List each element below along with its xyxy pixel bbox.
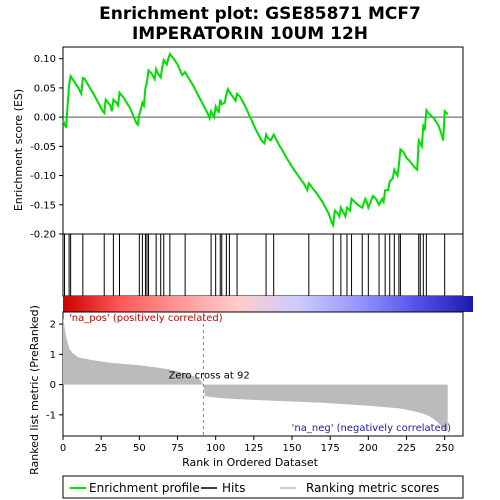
hit-markers xyxy=(64,234,446,296)
es-y-tick-label: -0.10 xyxy=(30,171,56,182)
x-tick-label: 125 xyxy=(244,443,263,454)
zero-cross-label: Zero cross at 92 xyxy=(168,371,249,382)
x-tick-label: 175 xyxy=(321,443,340,454)
es-y-tick-label: 0.00 xyxy=(34,113,56,124)
negative-correlation-label: 'na_neg' (negatively correlated) xyxy=(292,423,451,434)
es-curve xyxy=(62,51,449,229)
x-tick-label: 75 xyxy=(171,443,184,454)
es-y-tick-label: -0.20 xyxy=(30,230,56,241)
chart-title-line2: IMPERATORIN 10UM 12H xyxy=(132,24,368,44)
es-y-tick-label: -0.05 xyxy=(30,142,56,153)
rank-color-bar xyxy=(63,296,473,312)
x-tick-label: 225 xyxy=(397,443,416,454)
metric-y-tick-label: 2 xyxy=(50,320,56,331)
x-tick-label: 0 xyxy=(60,443,66,454)
es-panel-frame xyxy=(62,46,464,235)
es-y-tick-label: 0.10 xyxy=(34,54,56,65)
legend-metric-label: Ranking metric scores xyxy=(306,481,439,495)
legend-hits-label: Hits xyxy=(222,481,245,495)
es-y-tick-label: -0.15 xyxy=(30,200,56,211)
legend: Enrichment profile Hits Ranking metric s… xyxy=(62,475,464,499)
metric-y-tick-label: 0 xyxy=(50,380,56,391)
metric-y-axis: 2 1 0 -1 xyxy=(46,320,63,421)
x-axis: 0 25 50 75 100 125 150 175 200 225 250 xyxy=(60,436,454,454)
ranking-metric-area xyxy=(63,318,448,432)
chart-title-line1: Enrichment plot: GSE85871 MCF7 xyxy=(99,4,421,24)
x-tick-label: 25 xyxy=(95,443,108,454)
metric-y-axis-label: Ranked list metric (PreRanked) xyxy=(28,305,41,475)
x-tick-label: 200 xyxy=(359,443,378,454)
hits-panel-frame xyxy=(62,233,464,297)
es-y-axis: 0.10 0.05 0.00 -0.05 -0.10 -0.15 -0.20 xyxy=(30,54,63,241)
x-tick-label: 250 xyxy=(435,443,454,454)
x-tick-label: 50 xyxy=(133,443,146,454)
legend-es-label: Enrichment profile xyxy=(89,481,200,495)
positive-correlation-label: 'na_pos' (positively correlated) xyxy=(69,313,223,324)
es-y-tick-label: 0.05 xyxy=(34,83,56,94)
legend-frame xyxy=(62,475,464,499)
metric-y-tick-label: 1 xyxy=(50,350,56,361)
x-tick-label: 100 xyxy=(206,443,225,454)
x-axis-label: Rank in Ordered Dataset xyxy=(182,456,319,469)
x-tick-label: 150 xyxy=(282,443,301,454)
metric-y-tick-label: -1 xyxy=(46,410,56,421)
es-y-axis-label: Enrichment score (ES) xyxy=(12,89,25,211)
